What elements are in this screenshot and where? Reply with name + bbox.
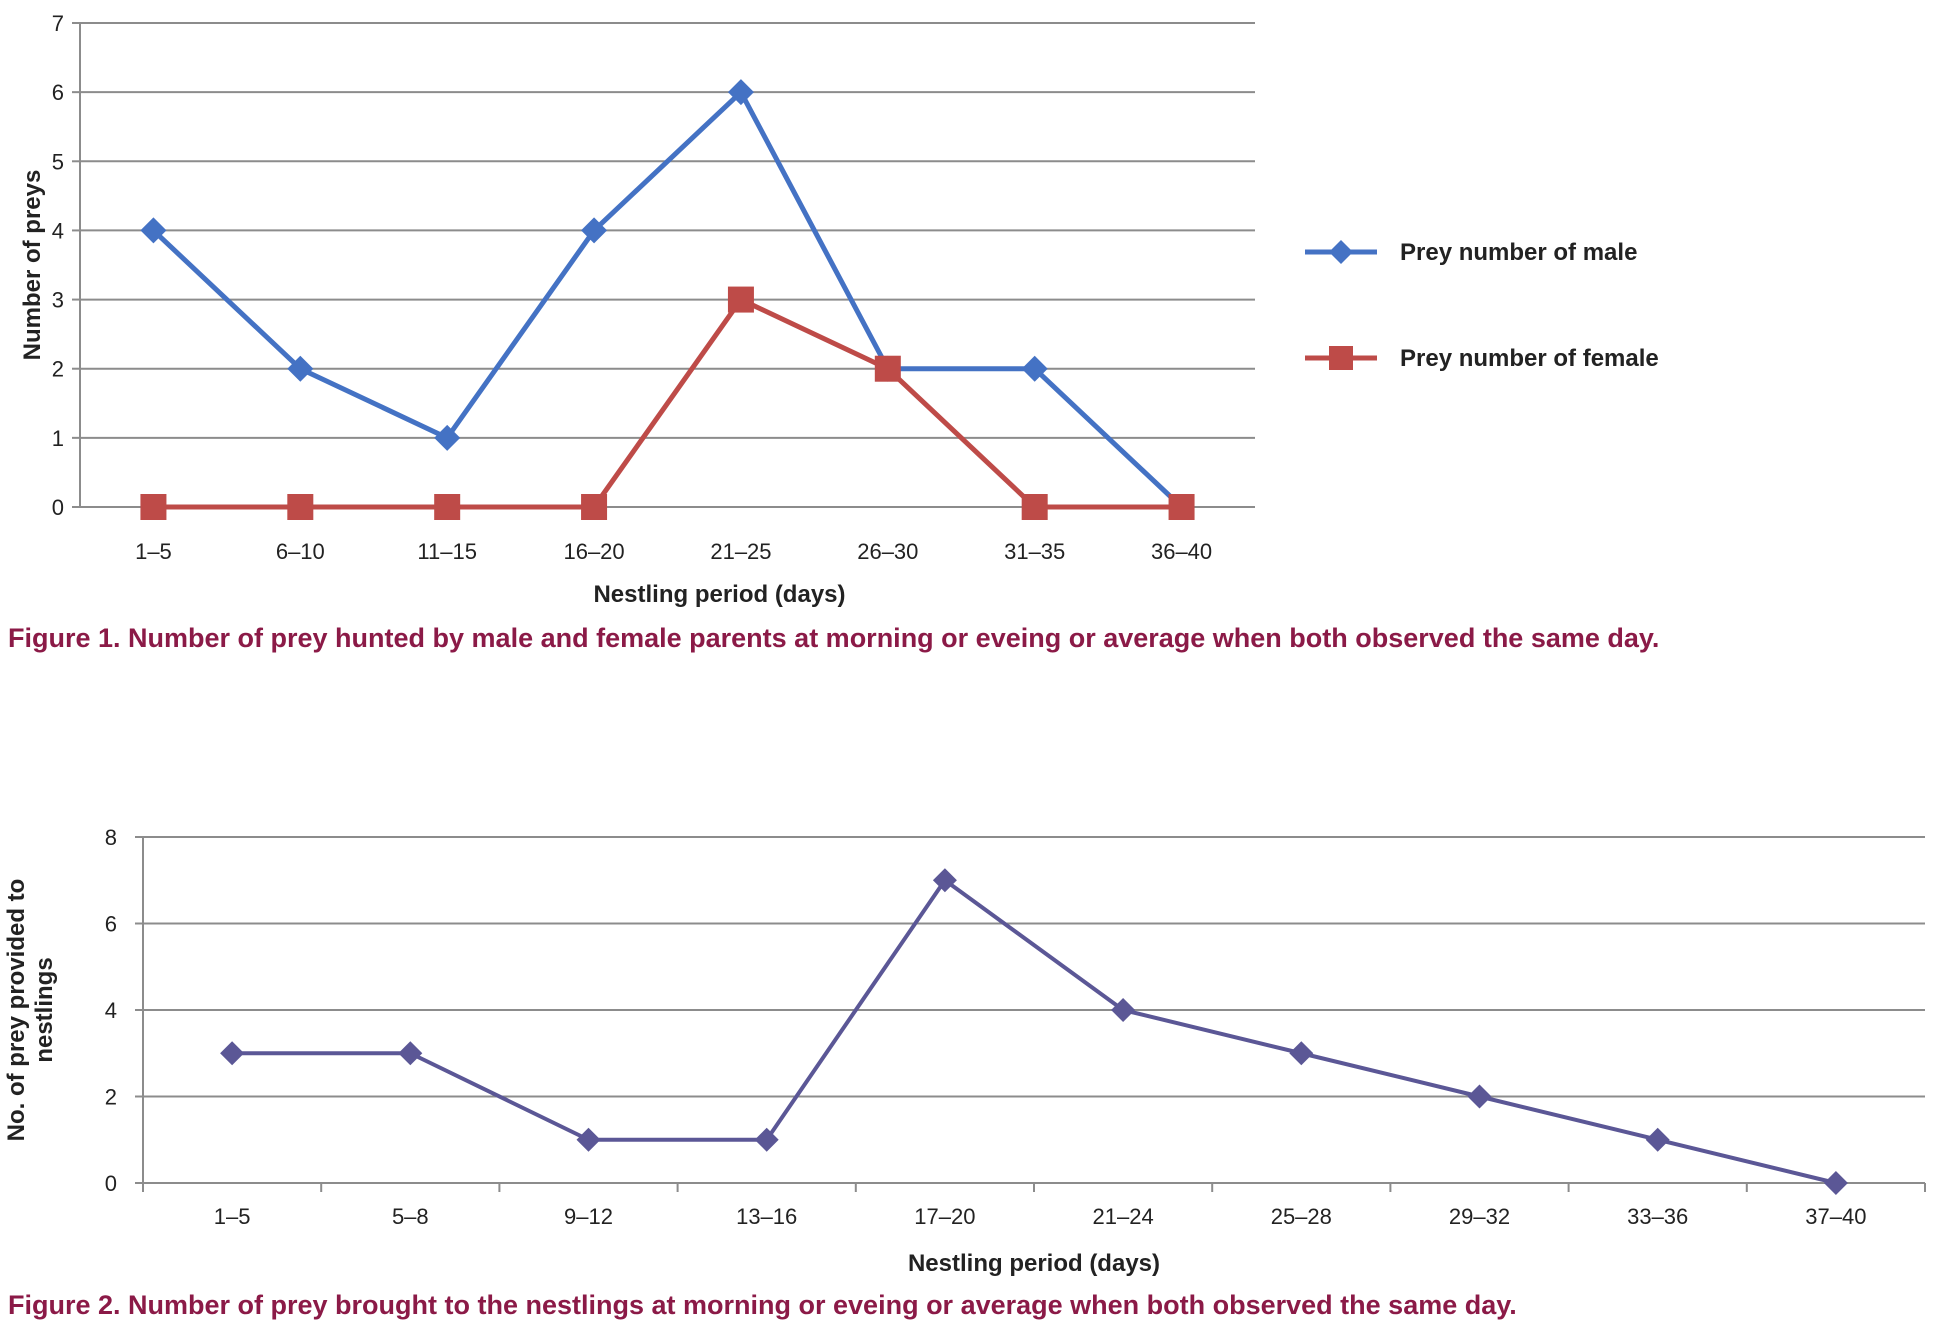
x-axis-title: Nestling period (days) bbox=[908, 1250, 1160, 1277]
x-tick-label: 17–20 bbox=[914, 1204, 975, 1229]
data-point-marker bbox=[287, 494, 314, 520]
series-line bbox=[232, 878, 1837, 1185]
y-axis-title-line: nestlings bbox=[31, 957, 58, 1062]
y-tick-label: 6 bbox=[52, 80, 64, 105]
x-tick-label: 1–5 bbox=[214, 1204, 251, 1229]
data-point-marker bbox=[932, 868, 957, 893]
x-tick-label: 29–32 bbox=[1449, 1204, 1510, 1229]
data-point-marker bbox=[1021, 355, 1048, 382]
y-tick-label: 5 bbox=[52, 149, 64, 174]
y-tick-label: 0 bbox=[52, 495, 64, 520]
data-point-marker bbox=[140, 217, 167, 244]
y-tick-label: 7 bbox=[52, 11, 64, 36]
legend-marker bbox=[1329, 346, 1353, 370]
x-tick-label: 33–36 bbox=[1627, 1204, 1688, 1229]
data-point-marker bbox=[140, 494, 167, 520]
x-tick-label: 11–15 bbox=[417, 539, 477, 564]
x-tick-label: 26–30 bbox=[857, 539, 918, 564]
x-tick-label: 31–35 bbox=[1004, 539, 1065, 564]
x-tick-label: 37–40 bbox=[1805, 1204, 1866, 1229]
data-point-marker bbox=[1289, 1041, 1314, 1066]
series-2 bbox=[140, 286, 1195, 520]
data-point-marker bbox=[434, 494, 461, 520]
data-point-marker bbox=[727, 79, 754, 106]
data-point-marker bbox=[581, 217, 608, 244]
x-tick-label: 9–12 bbox=[564, 1204, 613, 1229]
y-tick-label: 2 bbox=[52, 357, 64, 382]
x-tick-label: 21–25 bbox=[710, 539, 771, 564]
x-axis-title: Nestling period (days) bbox=[593, 581, 845, 608]
legend-item: Prey number of male bbox=[1305, 239, 1637, 266]
x-tick-label: 36–40 bbox=[1151, 539, 1212, 564]
legend-label: Prey number of female bbox=[1400, 345, 1659, 372]
y-tick-label: 2 bbox=[105, 1085, 117, 1110]
data-point-marker bbox=[581, 494, 608, 520]
data-point-marker bbox=[1168, 494, 1195, 520]
y-tick-label: 1 bbox=[52, 426, 64, 451]
y-axis-title-line: Number of preys bbox=[19, 170, 46, 361]
series-1 bbox=[220, 868, 1848, 1195]
series-line bbox=[151, 89, 1184, 509]
x-tick-label: 13–16 bbox=[736, 1204, 797, 1229]
data-point-marker bbox=[1111, 998, 1136, 1022]
x-tick-label: 25–28 bbox=[1271, 1204, 1332, 1229]
data-point-marker bbox=[220, 1041, 245, 1066]
data-point-marker bbox=[1021, 494, 1048, 520]
data-point-marker bbox=[1645, 1127, 1670, 1152]
y-tick-label: 3 bbox=[52, 288, 64, 313]
x-tick-label: 6–10 bbox=[276, 539, 325, 564]
y-axis-title-line: No. of prey provided to bbox=[3, 879, 30, 1142]
data-point-marker bbox=[398, 1041, 423, 1066]
y-axis-title: Number of preys bbox=[19, 170, 46, 361]
data-point-marker bbox=[754, 1127, 779, 1152]
data-point-marker bbox=[1823, 1171, 1848, 1195]
data-point-marker bbox=[287, 355, 314, 382]
x-tick-label: 5–8 bbox=[392, 1204, 429, 1229]
y-tick-label: 0 bbox=[105, 1171, 117, 1196]
figure-1-chart: 0 1 2 3 4 5 6 7 1–5 6–10 11–15 16–20 21–25 26–30 31–35… bbox=[19, 11, 1659, 608]
x-tick-label: 1–5 bbox=[135, 539, 172, 564]
data-point-marker bbox=[874, 355, 901, 382]
y-tick-label: 4 bbox=[52, 218, 64, 243]
data-point-marker bbox=[576, 1127, 601, 1152]
data-point-marker bbox=[1467, 1084, 1492, 1109]
figure-2-chart: 0 2 4 6 8 1–5 5–8 9–12 13–16 17–20 21–24 25–28 29–32… bbox=[3, 825, 1926, 1277]
y-tick-label: 8 bbox=[105, 825, 117, 850]
legend-marker bbox=[1329, 240, 1353, 264]
x-tick-label: 16–20 bbox=[563, 539, 624, 564]
series-line bbox=[153, 297, 1182, 510]
y-tick-label: 4 bbox=[105, 998, 117, 1023]
y-axis-title: No. of prey provided tonestlings bbox=[3, 879, 58, 1142]
legend: Prey number of male Prey number of female bbox=[1305, 239, 1659, 372]
figure-2-caption: Figure 2. Number of prey brought to the … bbox=[8, 1290, 1517, 1320]
data-point-marker bbox=[434, 424, 461, 451]
figure-1-caption: Figure 1. Number of prey hunted by male … bbox=[8, 623, 1660, 653]
y-tick-label: 6 bbox=[105, 912, 117, 937]
legend-label: Prey number of male bbox=[1400, 239, 1637, 266]
legend-item: Prey number of female bbox=[1305, 345, 1659, 372]
x-tick-label: 21–24 bbox=[1093, 1204, 1154, 1229]
data-point-marker bbox=[727, 286, 754, 313]
